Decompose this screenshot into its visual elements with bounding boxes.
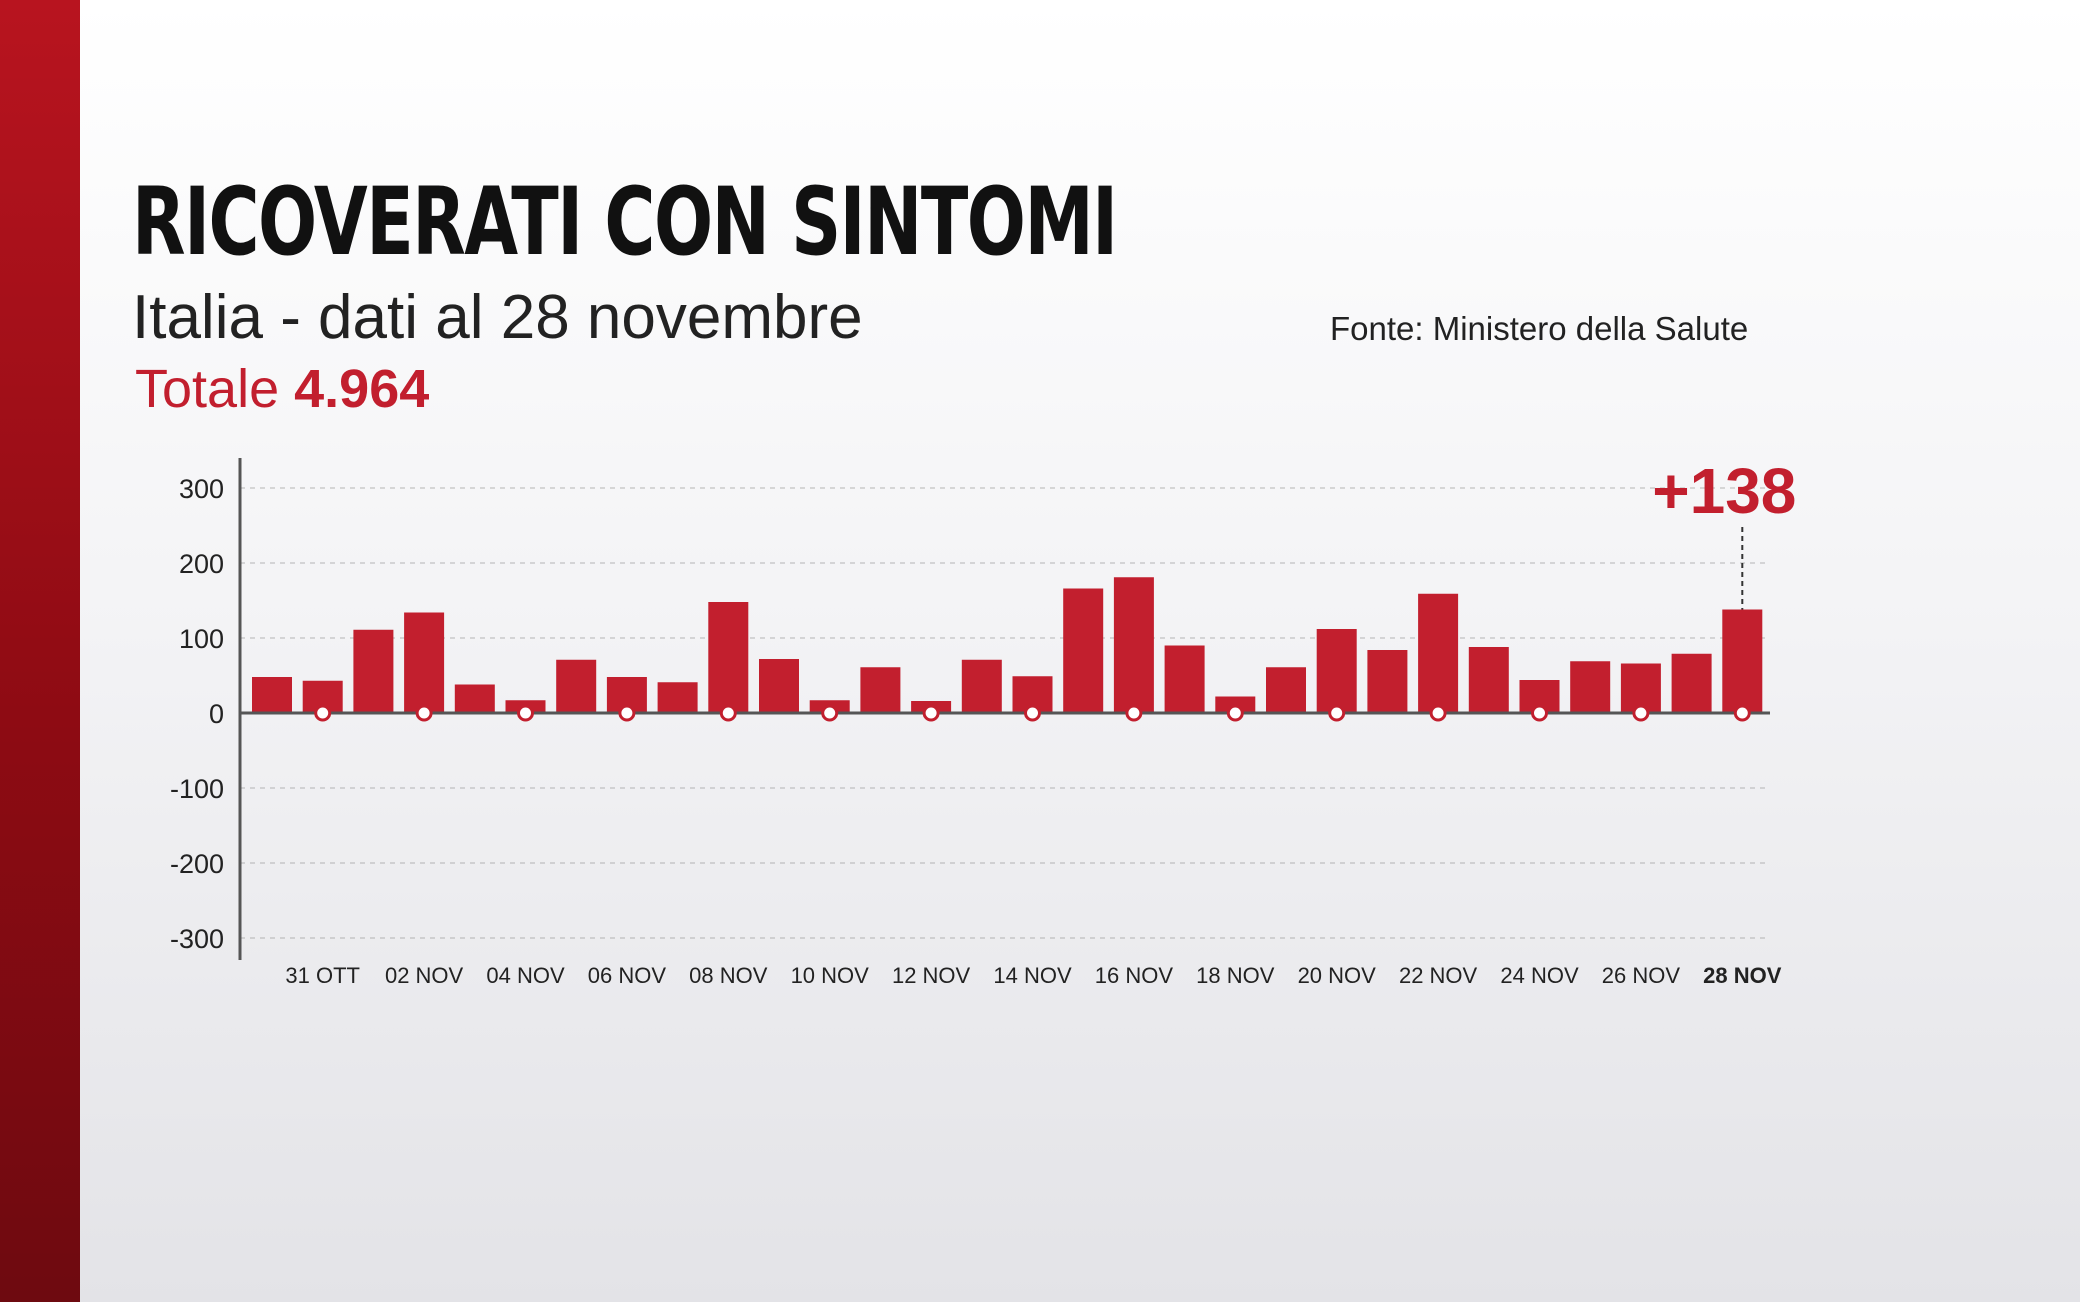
bar bbox=[1266, 667, 1306, 713]
x-tick-marker bbox=[922, 704, 940, 722]
x-tick-label: 10 NOV bbox=[791, 963, 870, 988]
x-tick-marker bbox=[1429, 704, 1447, 722]
bar bbox=[1418, 593, 1459, 713]
bar bbox=[1468, 647, 1509, 713]
x-tick-label: 28 NOV bbox=[1703, 963, 1782, 988]
x-tick-marker bbox=[314, 704, 332, 722]
x-tick-marker bbox=[517, 704, 534, 722]
bar bbox=[1570, 661, 1611, 713]
subtitle: Italia - dati al 28 novembre bbox=[132, 283, 863, 352]
bar bbox=[404, 612, 445, 713]
y-tick-label: -300 bbox=[170, 924, 224, 954]
total-line: Totale 4.964 bbox=[135, 358, 429, 420]
x-tick-label: 12 NOV bbox=[892, 963, 971, 988]
bar bbox=[1367, 650, 1408, 713]
x-tick-marker bbox=[415, 704, 433, 722]
x-tick-label: 24 NOV bbox=[1500, 963, 1579, 988]
bar bbox=[353, 629, 394, 713]
x-tick-label: 04 NOV bbox=[486, 963, 565, 988]
annotation-label: +138 bbox=[1652, 455, 1796, 527]
bar bbox=[1671, 653, 1712, 713]
page-title: RICOVERATI CON SINTOMI bbox=[132, 168, 1118, 277]
source-note: Fonte: Ministero della Salute bbox=[1330, 310, 1749, 347]
y-tick-label: 0 bbox=[209, 699, 224, 729]
x-tick-label: 18 NOV bbox=[1196, 963, 1275, 988]
bar bbox=[1113, 577, 1154, 713]
x-tick-marker bbox=[1733, 704, 1751, 722]
total-value: 4.964 bbox=[294, 359, 430, 419]
bar bbox=[961, 659, 1002, 713]
y-tick-label: 300 bbox=[179, 474, 224, 504]
total-label: Totale bbox=[135, 359, 280, 419]
x-tick-marker bbox=[1024, 704, 1041, 722]
x-tick-marker bbox=[1125, 704, 1143, 722]
y-tick-label: 200 bbox=[179, 549, 224, 579]
bar bbox=[1722, 609, 1763, 713]
x-tick-marker bbox=[1632, 704, 1650, 722]
y-tick-label: 100 bbox=[179, 624, 224, 654]
x-tick-marker bbox=[1328, 704, 1346, 722]
y-tick-label: -200 bbox=[170, 849, 224, 879]
x-tick-marker bbox=[1226, 704, 1244, 722]
x-tick-label: 26 NOV bbox=[1602, 963, 1681, 988]
bar bbox=[454, 684, 495, 713]
bar bbox=[1063, 588, 1104, 713]
bar bbox=[860, 667, 901, 713]
x-tick-marker bbox=[1531, 704, 1548, 722]
x-tick-label: 08 NOV bbox=[689, 963, 768, 988]
x-tick-label: 20 NOV bbox=[1298, 963, 1377, 988]
x-tick-label: 14 NOV bbox=[993, 963, 1072, 988]
x-tick-marker bbox=[618, 704, 636, 722]
x-tick-marker bbox=[719, 704, 737, 722]
bar bbox=[1164, 645, 1205, 713]
bar bbox=[657, 682, 698, 713]
red-side-band bbox=[0, 0, 80, 1302]
x-tick-label: 31 OTT bbox=[285, 963, 360, 988]
bar bbox=[252, 677, 292, 713]
x-tick-label: 22 NOV bbox=[1399, 963, 1478, 988]
bar bbox=[708, 602, 749, 713]
x-tick-label: 02 NOV bbox=[385, 963, 464, 988]
y-tick-label: -100 bbox=[170, 774, 224, 804]
bar bbox=[759, 659, 799, 713]
x-tick-marker bbox=[821, 704, 839, 722]
bar bbox=[556, 659, 597, 713]
x-tick-label: 16 NOV bbox=[1095, 963, 1174, 988]
x-tick-label: 06 NOV bbox=[588, 963, 667, 988]
bar bbox=[1316, 629, 1357, 713]
